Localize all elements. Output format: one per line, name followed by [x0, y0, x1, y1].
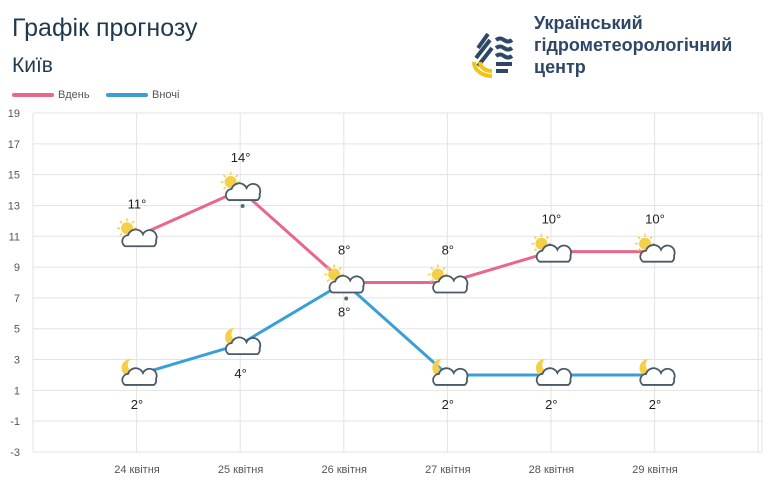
city-name: Київ: [12, 54, 53, 77]
legend-label: Вночі: [152, 89, 180, 101]
partly-cloudy-night-icon: [225, 328, 262, 356]
data-label: 2°: [131, 397, 143, 412]
y-tick-label: 7: [14, 293, 20, 305]
x-tick-label: 28 квітня: [529, 464, 575, 476]
data-label: 2°: [649, 397, 661, 412]
org-name: Український гідрометеорологічний центр: [534, 12, 732, 78]
partly-cloudy-day-icon: [117, 218, 158, 248]
x-tick-label: 24 квітня: [114, 464, 160, 476]
org-line: Український: [534, 13, 643, 33]
y-tick-label: 13: [8, 200, 20, 212]
y-tick-label: 17: [8, 139, 20, 151]
legend-swatch: [12, 93, 54, 97]
legend-item-night[interactable]: Вночі: [106, 89, 179, 101]
partly-cloudy-rain-icon: [324, 264, 365, 301]
y-tick-label: 11: [9, 231, 20, 243]
y-tick-label: 1: [14, 385, 20, 397]
page-title: Графік прогнозу: [12, 14, 198, 42]
y-tick-label: 9: [14, 262, 20, 274]
legend-item-day[interactable]: Вдень: [12, 89, 90, 101]
partly-cloudy-night-icon: [535, 358, 572, 386]
org-line: гідрометеорологічний: [534, 35, 733, 55]
y-tick-label: 3: [14, 355, 20, 367]
partly-cloudy-day-icon: [635, 233, 676, 263]
partly-cloudy-day-icon: [531, 233, 572, 263]
data-label: 11°: [128, 196, 147, 211]
y-tick-label: -1: [10, 416, 20, 428]
x-tick-label: 27 квітня: [425, 464, 471, 476]
data-label: 2°: [545, 397, 557, 412]
legend-swatch: [106, 93, 148, 97]
data-label: 8°: [338, 243, 350, 258]
data-label: 10°: [645, 212, 665, 227]
y-tick-label: -3: [10, 447, 20, 459]
y-tick-label: 5: [14, 324, 20, 336]
data-label: 10°: [542, 212, 562, 227]
data-label: 2°: [442, 397, 454, 412]
x-tick-label: 26 квітня: [321, 464, 367, 476]
y-tick-label: 19: [8, 108, 20, 120]
legend-label: Вдень: [58, 89, 90, 101]
data-label: 8°: [338, 305, 350, 320]
partly-cloudy-rain-icon: [220, 172, 262, 209]
data-label: 4°: [234, 366, 246, 381]
ukrhydromet-logo: [472, 32, 514, 78]
data-label: 14°: [231, 150, 251, 165]
partly-cloudy-day-icon: [427, 264, 469, 294]
partly-cloudy-night-icon: [432, 358, 469, 386]
data-label: 8°: [442, 243, 454, 258]
x-tick-label: 25 квітня: [218, 464, 264, 476]
partly-cloudy-night-icon: [121, 358, 158, 386]
x-tick-label: 29 квітня: [632, 464, 678, 476]
org-line: центр: [534, 57, 586, 77]
partly-cloudy-night-icon: [639, 358, 676, 386]
y-tick-label: 15: [8, 170, 20, 182]
